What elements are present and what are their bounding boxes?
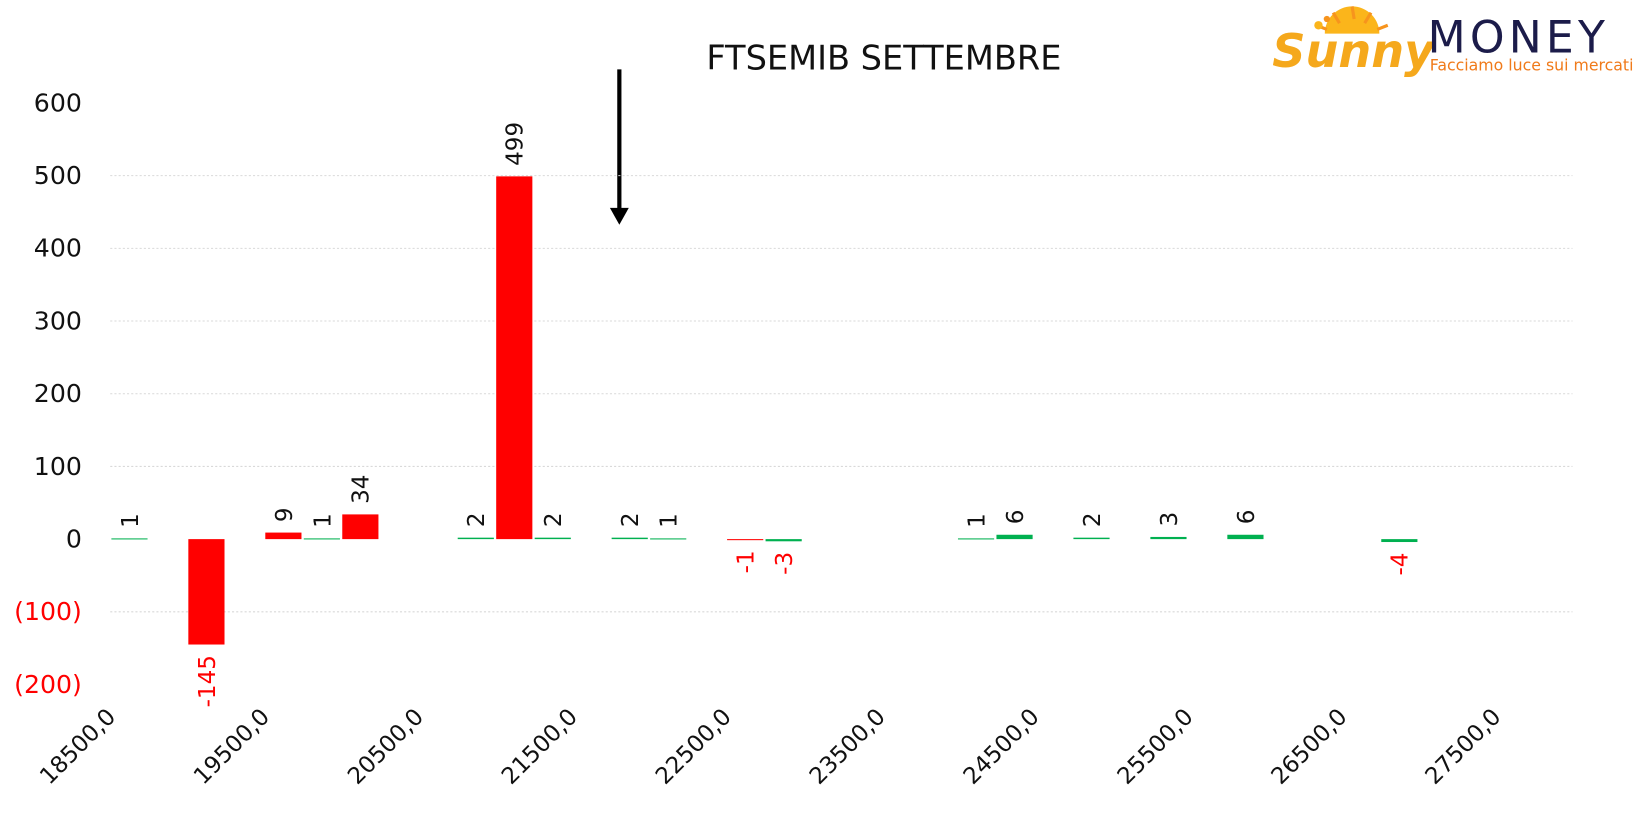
data-label: 9 — [272, 507, 298, 522]
bar — [727, 539, 764, 541]
data-label: 6 — [1003, 510, 1029, 525]
bar — [188, 539, 225, 645]
bar — [534, 537, 571, 540]
logo-name: MONEY — [1428, 13, 1609, 64]
x-tick-label: 21500,0 — [497, 704, 583, 790]
bar — [1150, 536, 1187, 540]
data-label: 3 — [1157, 512, 1183, 527]
data-label: -4 — [1388, 553, 1414, 576]
bar — [265, 532, 302, 540]
logo: Sunny MONEY Facciamo luce sui mercati — [1272, 6, 1633, 78]
data-label: 2 — [541, 512, 567, 527]
y-tick-label: (200) — [14, 670, 82, 699]
bar — [1073, 537, 1110, 540]
logo-sun — [1324, 6, 1380, 34]
data-label: 2 — [618, 512, 644, 527]
logo-tagline: Facciamo luce sui mercati — [1430, 55, 1634, 74]
x-tick-label: 27500,0 — [1421, 704, 1507, 790]
y-tick-label: 300 — [34, 306, 82, 335]
data-label: -145 — [195, 655, 221, 707]
bar — [957, 538, 995, 540]
x-tick-label: 25500,0 — [1113, 704, 1199, 790]
logo-brand: Sunny — [1272, 24, 1436, 78]
data-label: 6 — [1234, 510, 1260, 525]
bar — [1227, 534, 1264, 540]
x-tick-label: 22500,0 — [651, 704, 737, 790]
bar — [765, 539, 802, 542]
y-tick-label: 0 — [66, 525, 82, 554]
bar — [457, 537, 494, 540]
bar — [1381, 539, 1418, 543]
x-tick-label: 18500,0 — [35, 704, 121, 790]
y-tick-label: 200 — [34, 379, 82, 408]
chart-title: FTSEMIB SETTEMBRE — [706, 38, 1061, 77]
y-tick-label: 400 — [34, 234, 82, 263]
data-label: 2 — [1080, 512, 1106, 527]
y-tick-label: 600 — [34, 88, 82, 117]
bar — [611, 537, 648, 540]
bar — [111, 538, 148, 540]
data-label: 1 — [657, 513, 683, 528]
data-label: -1 — [734, 550, 760, 573]
bar — [650, 538, 687, 540]
arrow — [609, 69, 629, 225]
x-tick-label: 26500,0 — [1267, 704, 1353, 790]
logo-dot — [1314, 21, 1323, 30]
x-tick-label: 19500,0 — [189, 704, 275, 790]
data-label: -3 — [772, 552, 798, 575]
y-tick-label: (100) — [14, 597, 82, 626]
y-tick-label: 500 — [34, 161, 82, 190]
bar — [996, 534, 1033, 540]
logo-dot — [1323, 15, 1331, 23]
arrow-head — [609, 207, 629, 225]
bar — [496, 176, 533, 540]
data-label: 1 — [964, 513, 990, 528]
data-label: 1 — [118, 513, 144, 528]
bar — [303, 538, 340, 540]
x-tick-label: 24500,0 — [959, 704, 1045, 790]
bar — [342, 514, 379, 540]
x-tick-label: 20500,0 — [343, 704, 429, 790]
data-label: 2 — [464, 512, 490, 527]
data-label: 34 — [349, 475, 375, 504]
data-label: 499 — [503, 122, 529, 166]
data-label: 1 — [310, 513, 336, 528]
logo-rays — [1315, 6, 1389, 31]
y-tick-label: 100 — [34, 452, 82, 481]
x-tick-label: 23500,0 — [805, 704, 891, 790]
